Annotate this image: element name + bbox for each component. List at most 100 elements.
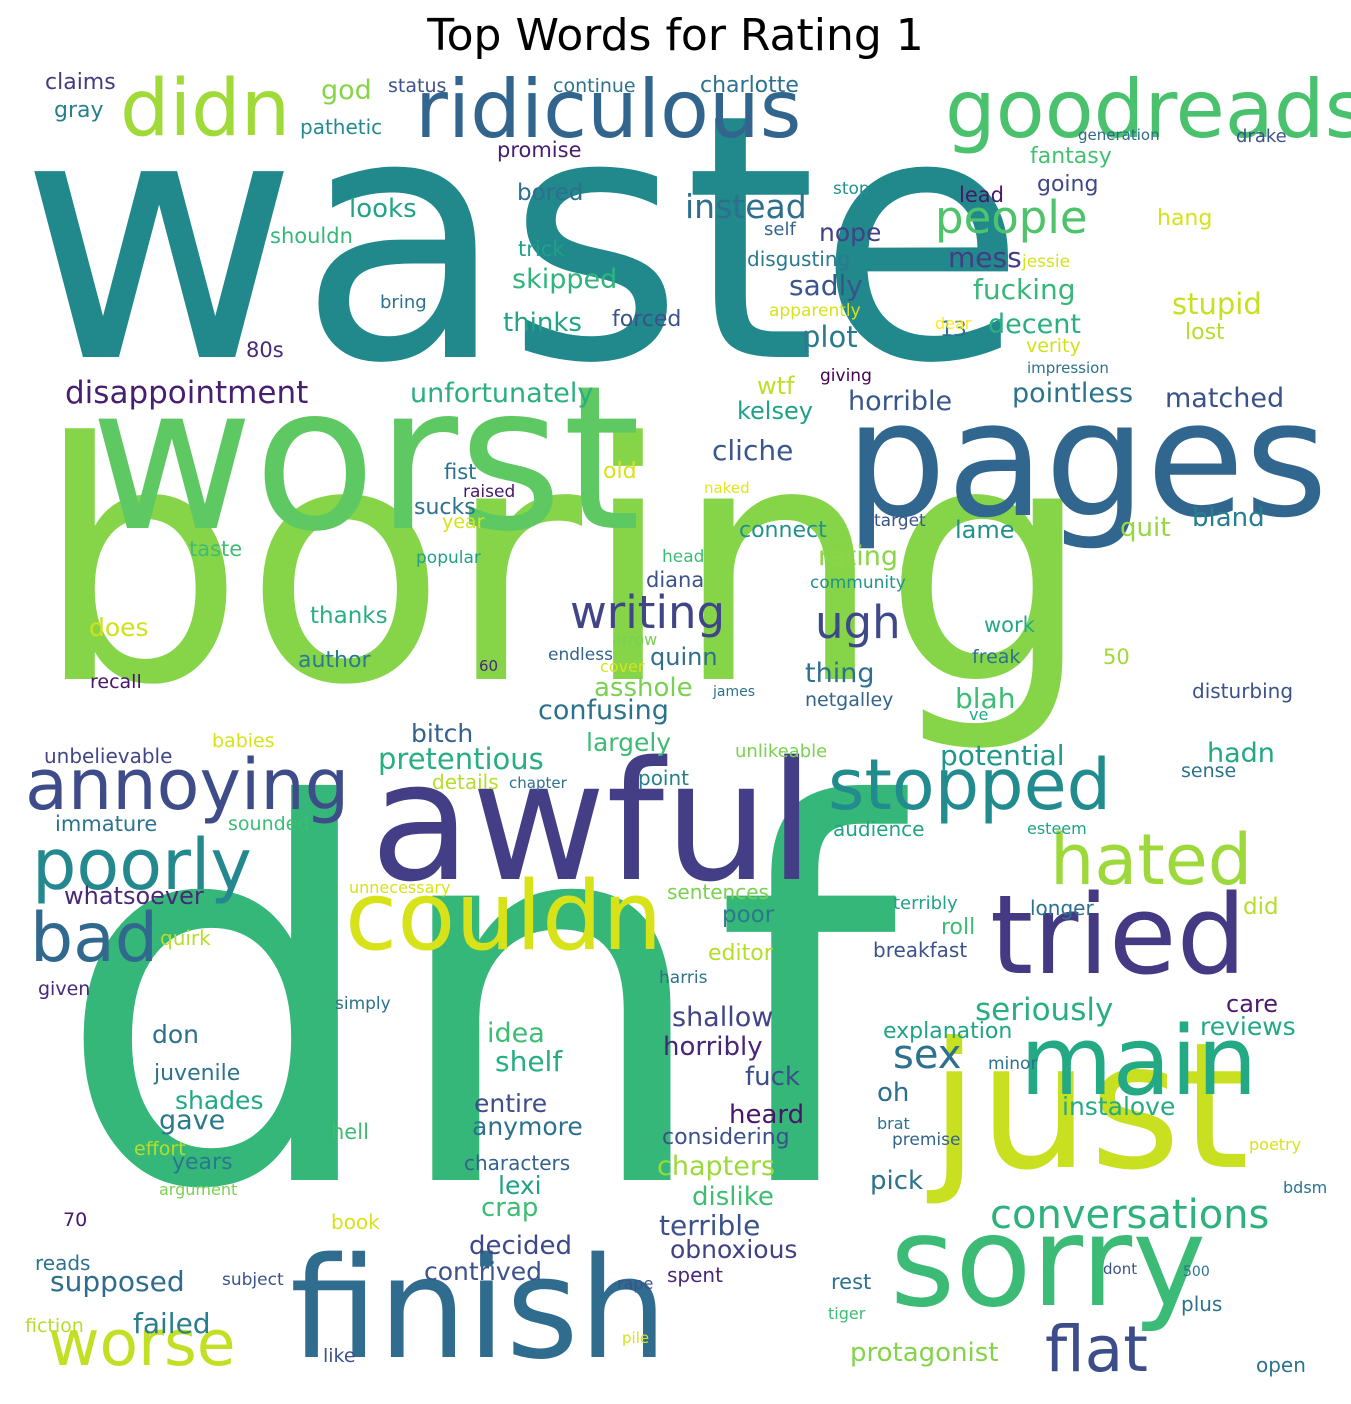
word-years: years <box>172 1150 233 1175</box>
word-immature: immature <box>55 812 158 836</box>
word-500: 500 <box>1183 1264 1210 1280</box>
word-premise: premise <box>892 1130 961 1150</box>
word-rating: rating <box>818 541 898 572</box>
word-shelf: shelf <box>495 1045 563 1078</box>
word-chapter: chapter <box>509 774 567 792</box>
word-tried: tried <box>990 871 1247 999</box>
word-anymore: anymore <box>472 1112 583 1141</box>
word-like: like <box>323 1345 356 1367</box>
word-ridiculous: ridiculous <box>415 63 802 156</box>
word-stop: stop <box>833 179 870 199</box>
word-waste: waste <box>20 42 1027 438</box>
word-gray: gray <box>54 98 104 123</box>
word-point: point <box>638 766 690 790</box>
word-argument: argument <box>159 1180 238 1199</box>
word-potential: potential <box>940 739 1065 772</box>
word-generation: generation <box>1078 126 1160 144</box>
word-fucking: fucking <box>973 273 1076 306</box>
word-skipped: skipped <box>512 264 618 295</box>
word-giving: giving <box>820 366 872 386</box>
word-cover: cover <box>600 657 645 676</box>
word-thanks: thanks <box>310 603 388 629</box>
word-oh: oh <box>877 1078 910 1108</box>
word-seriously: seriously <box>975 992 1114 1028</box>
word-jessie: jessie <box>1022 252 1071 272</box>
word-hell: hell <box>331 1120 369 1144</box>
word-terribly: terribly <box>893 893 958 914</box>
word-poorly: poorly <box>32 824 252 906</box>
word-unbelievable: unbelievable <box>44 744 173 768</box>
word-endless: endless <box>548 645 613 665</box>
word-supposed: supposed <box>50 1265 185 1298</box>
word-shallow: shallow <box>672 1002 774 1033</box>
word-taste: taste <box>189 537 243 561</box>
word-unfortunately: unfortunately <box>410 378 594 409</box>
word-plot: plot <box>802 320 858 354</box>
word-claims: claims <box>45 70 116 95</box>
word-terrible: terrible <box>659 1209 761 1242</box>
word-idea: idea <box>487 1018 545 1049</box>
word-impression: impression <box>1027 359 1109 377</box>
word-sentences: sentences <box>667 880 769 904</box>
word-quit: quit <box>1120 513 1171 543</box>
word-sadly: sadly <box>789 269 863 302</box>
word-plus: plus <box>1181 1292 1223 1316</box>
word-roll: roll <box>941 915 976 940</box>
word-awful: awful <box>370 726 815 918</box>
word-effort: effort <box>134 1138 186 1160</box>
word-main: main <box>1020 1007 1258 1117</box>
word-sense: sense <box>1181 760 1237 782</box>
word-head: head <box>662 547 705 567</box>
word-connect: connect <box>739 518 827 543</box>
word-lexi: lexi <box>498 1171 542 1200</box>
word-promise: promise <box>497 138 582 162</box>
word-fantasy: fantasy <box>1030 144 1112 169</box>
word-freak: freak <box>972 646 1021 668</box>
word-shouldn: shouldn <box>270 224 353 248</box>
word-explanation: explanation <box>883 1019 1013 1044</box>
word-horrible: horrible <box>848 386 953 417</box>
word-diana: diana <box>646 568 705 592</box>
word-worst: worst <box>90 343 641 576</box>
word-spent: spent <box>667 1263 723 1287</box>
word-rest: rest <box>831 1270 872 1294</box>
word-unnecessary: unnecessary <box>349 878 451 897</box>
word-bored: bored <box>517 180 584 206</box>
word-pretentious: pretentious <box>378 742 544 776</box>
word-poetry: poetry <box>1249 1135 1302 1154</box>
word-horribly: horribly <box>663 1032 763 1062</box>
word-worse: worse <box>48 1307 236 1380</box>
word-longer: longer <box>1030 896 1094 920</box>
word-continue: continue <box>553 75 636 97</box>
word-13: 13 <box>940 317 967 341</box>
word-book: book <box>331 1210 380 1234</box>
word-fist: fist <box>444 460 477 484</box>
word-rape: rape <box>617 1274 654 1293</box>
word-heard: heard <box>729 1100 805 1130</box>
word-lame: lame <box>955 516 1015 544</box>
word-audience: audience <box>833 817 925 841</box>
word-thing: thing <box>805 658 875 689</box>
chart-title: Top Words for Rating 1 <box>427 10 924 61</box>
word-self: self <box>764 219 796 240</box>
word-lost: lost <box>1185 320 1225 345</box>
word-verity: verity <box>1026 335 1081 357</box>
word-dislike: dislike <box>692 1182 774 1212</box>
word-dear: dear <box>935 314 972 333</box>
word-apparently: apparently <box>769 301 861 321</box>
word-quinn: quinn <box>650 643 718 671</box>
word-care: care <box>1226 990 1279 1018</box>
word-finish: finish <box>290 1228 668 1391</box>
word-dnf: dnf <box>55 697 898 1303</box>
word-subject: subject <box>222 1270 284 1290</box>
word-considering: considering <box>662 1125 790 1150</box>
word-editor: editor <box>708 941 773 966</box>
word-obnoxious: obnoxious <box>670 1235 798 1264</box>
word-pathetic: pathetic <box>300 115 383 139</box>
word-bring: bring <box>380 292 427 313</box>
word-popular: popular <box>416 548 481 568</box>
word-boring: boring <box>35 373 1093 757</box>
word-confusing: confusing <box>538 695 669 726</box>
word-pick: pick <box>870 1166 924 1196</box>
